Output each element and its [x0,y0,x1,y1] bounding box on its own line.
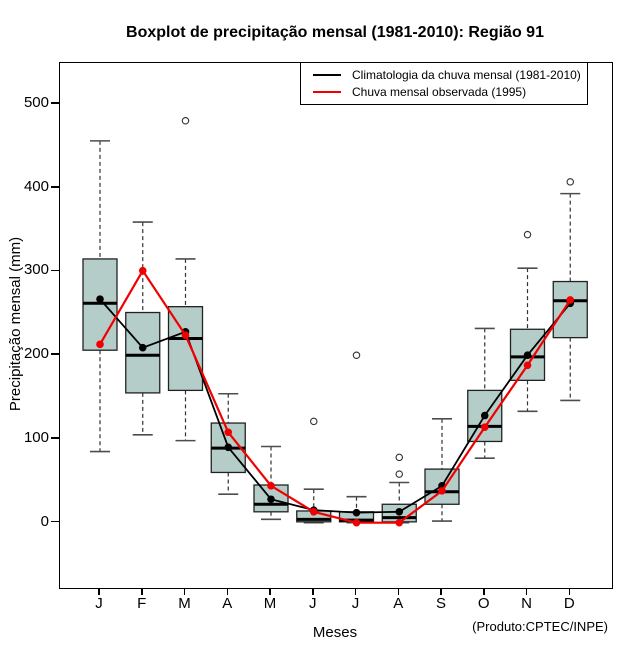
x-label-dez: D [563,595,575,612]
climatology-line [99,298,571,514]
x-label-fev: F [137,595,147,612]
x-tick-fev [141,588,143,595]
observed-point-set [438,487,446,495]
outlier-point [395,470,403,478]
climatology-point-fev [138,343,147,352]
plot-canvas [82,117,588,527]
chart-title: Boxplot de precipitação mensal (1981-201… [126,24,544,41]
y-tick-label-200: 200 [23,345,49,363]
outlier-point [310,417,318,426]
x-label-abr: A [222,595,233,612]
x-tick-out [483,588,485,595]
y-tick-100 [51,437,59,439]
legend: Climatologia da chuva mensal (1981-2010)… [300,62,588,105]
footer-note: (Produto:CPTEC/INPE) [472,619,608,634]
x-label-jan: J [95,595,103,612]
iqr-box [552,280,588,339]
x-tick-mar [183,588,186,595]
x-tick-jan [98,588,100,595]
y-tick-200 [51,353,59,355]
x-tick-abr [226,588,228,595]
x-label-mar: M [178,595,191,612]
x-label-jul: J [351,595,360,612]
observed-point-fev [138,266,147,275]
observed-point-abr [224,428,233,437]
x-tick-dez [568,588,570,595]
y-tick-label-100: 100 [23,428,49,446]
observed-line-sample [313,90,341,93]
climatology-point-abr [224,443,233,452]
climatology-point-mai [267,495,275,504]
x-tick-jun [312,588,314,595]
outlier-point [566,178,574,186]
outlier-point [395,453,403,462]
observed-point-jan [96,340,104,349]
x-tick-set [440,588,442,595]
climatology-line-sample [313,74,341,77]
legend-item-climatology: Climatologia da chuva mensal (1981-2010) [313,68,587,82]
x-label-mai: M [263,595,277,612]
y-tick-label-0: 0 [40,512,49,530]
boxplot-fev [125,221,161,436]
climatology-point-jul [352,508,361,517]
boxplot-set [424,418,460,522]
legend-item-observed: Chuva mensal observada (1995) [313,85,587,99]
observed-line [99,268,572,524]
climatology-point-out [480,411,489,420]
observed-series [96,266,575,527]
y-tick-label-400: 400 [23,177,49,195]
y-tick-label-300: 300 [23,261,49,279]
x-axis-title: Meses [312,624,358,641]
boxplot-out [467,327,503,460]
observed-point-nov [523,361,532,370]
y-tick-300 [51,269,59,272]
y-axis-title: Precipitação mensal (mm) [7,236,24,412]
y-tick-label-500: 500 [23,94,49,112]
iqr-box [167,306,204,392]
y-tick-500 [51,102,59,104]
observed-point-jul [352,518,361,527]
x-tick-jul [354,588,357,595]
observed-point-out [480,423,489,432]
outlier-point [523,230,532,239]
x-tick-mai [269,588,271,595]
x-label-nov: N [521,595,532,612]
y-tick-0 [51,520,59,523]
x-label-set: S [435,595,446,612]
observed-point-ago [395,518,404,527]
boxplot-jan [82,140,118,453]
x-label-jun: J [309,595,317,612]
observed-point-mai [267,482,275,490]
legend-label-observed: Chuva mensal observada (1995) [352,84,527,99]
outlier-point [181,117,190,125]
legend-label-climatology: Climatologia da chuva mensal (1981-2010) [352,68,581,83]
boxplot-dez [552,178,588,402]
iqr-box [125,311,161,394]
plot-area: Climatologia da chuva mensal (1981-2010)… [59,62,613,589]
x-label-out: O [477,595,490,612]
boxplot-mar [167,117,204,442]
observed-point-mar [181,331,190,339]
climatology-series [96,295,575,517]
observed-point-jun [309,508,318,516]
outlier-point [352,351,361,359]
climatology-point-ago [395,508,404,516]
y-tick-400 [51,186,59,188]
boxplot-jul [338,351,375,524]
x-label-ago: A [393,595,404,612]
observed-point-dez [566,296,575,304]
climatology-point-nov [523,351,532,360]
climatology-point-jan [96,295,104,303]
x-tick-ago [397,588,399,595]
x-tick-nov [525,588,528,595]
